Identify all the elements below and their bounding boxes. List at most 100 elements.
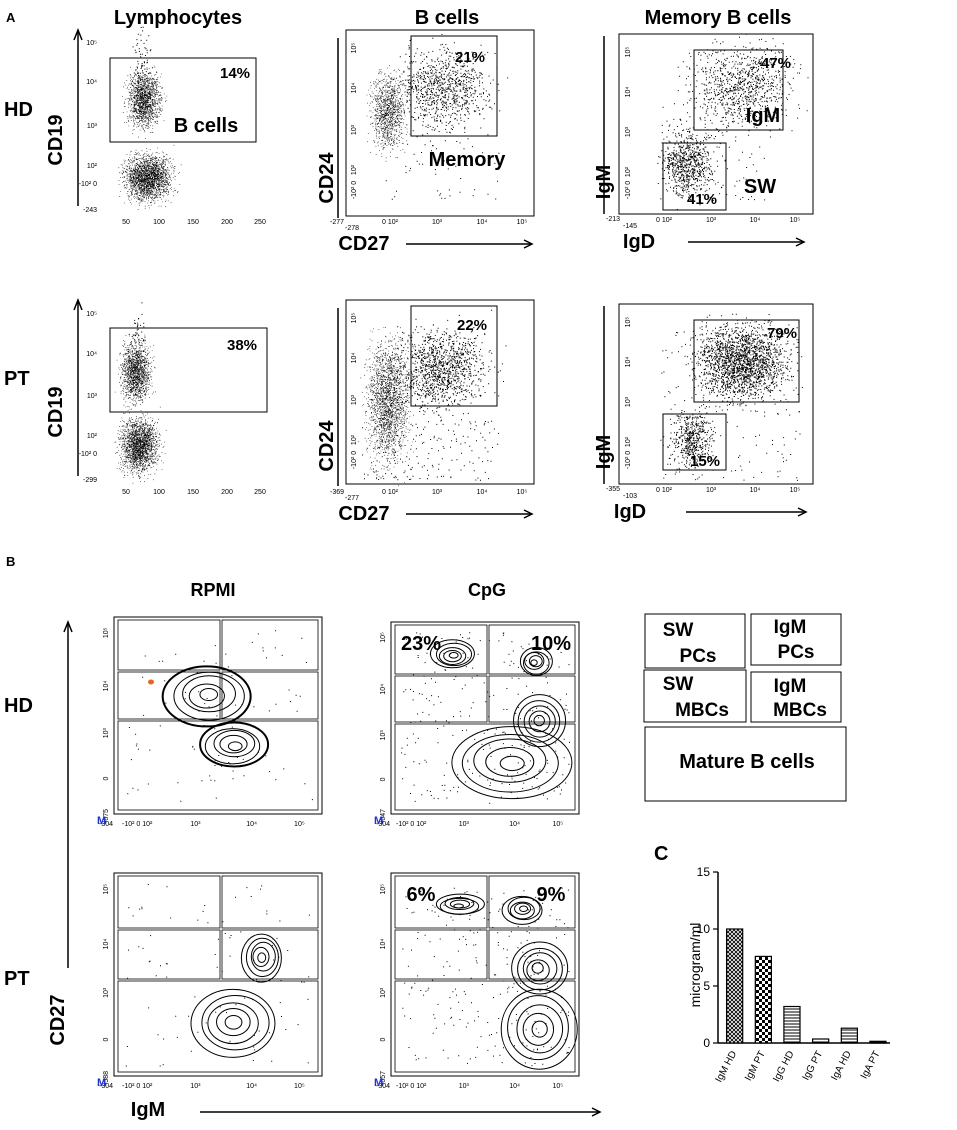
col-title-rpmi: RPMI (191, 580, 236, 600)
bar-iga-pt (869, 1040, 887, 1044)
gate-pct-hd-sw: 41% (687, 191, 717, 208)
plot-pt-memory: IgM 10⁵ 10⁴ 10³ 10² -10² 0 -355 -103 0 1… (593, 303, 814, 523)
tick-x-1e5: 10⁵ (790, 217, 801, 224)
corner-marker: M (97, 815, 106, 827)
legend-sw-mbcs-line2: MBCs (675, 700, 729, 721)
axis-label-igd-hd: IgD (623, 231, 655, 253)
tick-x-50: 50 (122, 489, 130, 496)
tick-y-1e2: 10² (625, 166, 632, 177)
tick-x-200: 200 (221, 219, 233, 226)
tick-y-1e4: 10⁴ (86, 351, 97, 358)
tick-x-1e4: 10⁴ (750, 217, 761, 224)
frame-pt-b-cells (345, 299, 535, 485)
tick-x-1e3: 10³ (706, 487, 717, 494)
corner-marker: M (374, 1077, 383, 1089)
tick-y-min: -588 (103, 1071, 110, 1085)
col-title-memory-b-cells: Memory B cells (645, 7, 792, 29)
axis-label-cd27-pt: CD27 (338, 503, 389, 525)
legend-igm-mbcs (750, 671, 842, 723)
legend-sw-pcs (644, 613, 746, 669)
chart-y-label: microgram/ml (687, 923, 703, 1008)
tick-x-label: -304 (99, 821, 113, 828)
tick-y-zero: -10² 0 (79, 451, 97, 458)
legend-sw-pcs-line2: PCs (680, 646, 717, 667)
tick-x-1e4: 10⁴ (477, 219, 488, 226)
tick-y-1e2: 10² (87, 433, 98, 440)
row-label-hd-b: HD (4, 695, 33, 717)
tick-x-min: -278 (345, 225, 359, 232)
bar-chart: microgram/ml 0 5 10 15 IgM HD IgM PT IgG HD IgG… (687, 865, 890, 1084)
dots-pt-memory (660, 313, 803, 481)
tick-x-label: 10⁵ (552, 1083, 563, 1090)
tick-y-1e3: 10³ (87, 123, 98, 130)
tick-y-1e3: 10³ (87, 393, 98, 400)
gate-label-igm: IgM (746, 105, 780, 127)
legend-igm-mbcs-line1: IgM (774, 676, 807, 697)
corner-marker: M (97, 1077, 106, 1089)
tick-y-zero: -10² 0 (351, 181, 358, 199)
tick-x-min: -103 (623, 493, 637, 500)
gate-pct-hd-bcell: 21% (455, 49, 485, 66)
tick-y-1e4: 10⁴ (351, 83, 358, 94)
plot-hd-b-cells: CD24 10⁵ 10⁴ 10³ 10² -10² 0 -277 -278 0 … (316, 29, 535, 255)
tick-y-min: -299 (83, 477, 97, 484)
dots-pt-lymphocytes (114, 302, 167, 484)
panel-label-b: B (6, 554, 15, 569)
tick-x-label: 10⁵ (294, 821, 305, 828)
x-axis-label-igm: IgM (131, 1099, 165, 1121)
legend-sw-mbcs (643, 669, 747, 723)
tick-x-250: 250 (254, 489, 266, 496)
tick-x-label: 10⁵ (294, 1083, 305, 1090)
tick-y-1e3: 10³ (625, 396, 632, 407)
tick-x-label: 10³ (190, 1083, 201, 1090)
gate-memory-pt (410, 305, 498, 407)
tick-y-1e5: 10⁵ (86, 40, 97, 47)
bar-category-label: IgG HD (771, 1049, 796, 1084)
tick-x-1e3: 10³ (432, 489, 443, 496)
tick-x-label: -10² 0 10² (396, 1083, 427, 1090)
bar-category-label: IgA HD (829, 1049, 854, 1082)
tick-y-label: 10³ (103, 987, 110, 998)
gate-b-cells-hd (109, 57, 257, 143)
legend-igm-pcs (750, 613, 842, 666)
tick-y-label: 0 (103, 1037, 110, 1041)
axis-label-igm-pt: IgM (593, 435, 615, 469)
tick-y-1e4: 10⁴ (625, 357, 632, 368)
gate-pct-igm-pcs: 10% (531, 633, 571, 655)
tick-y-zero: -10² 0 (351, 451, 358, 469)
axis-label-cd27-hd: CD27 (338, 233, 389, 255)
tick-y-1e3: 10³ (625, 126, 632, 137)
tick-x-min: -145 (623, 223, 637, 230)
gate-pct-hd-igm: 47% (761, 55, 791, 72)
tick-y-label: 10⁵ (103, 627, 110, 638)
gate-memory-hd (410, 35, 498, 137)
legend-sw-pcs-line1: SW (663, 620, 694, 641)
bar-category-label: IgM PT (743, 1049, 768, 1083)
col-title-lymphocytes: Lymphocytes (114, 7, 242, 29)
plot-hd-memory: IgM 10⁵ 10⁴ 10³ 10² -10² 0 -213 -145 0 1… (593, 33, 814, 253)
gate-sw-pt (662, 413, 727, 471)
plot-pt-lymphocytes: CD19 10⁵ 10⁴ 10³ 10² -10² 0 -299 50 100 … (45, 297, 268, 496)
tick-x-0: 0 10² (382, 489, 399, 496)
tick-y-label: 10³ (380, 987, 387, 998)
col-title-b-cells: B cells (415, 7, 479, 29)
tick-y-zero: -10² 0 (79, 181, 97, 188)
legend-igm-pcs-line1: IgM (774, 617, 807, 638)
bar-category-label: IgA PT (859, 1049, 883, 1081)
gate-sw-hd (662, 142, 727, 211)
gate-igm-hd (693, 49, 784, 131)
frame-pt-memory (618, 303, 814, 485)
tick-y-min: -355 (606, 486, 620, 493)
tick-y-label: 0 (380, 1037, 387, 1041)
tick-y-1e4: 10⁴ (86, 79, 97, 86)
frame-hd-memory (618, 33, 814, 215)
tick-x-1e5: 10⁵ (517, 489, 528, 496)
gate-pct-sw-pcs: 23% (401, 633, 441, 655)
legend-igm-mbcs-line2: MBCs (773, 700, 827, 721)
chart-y-tick-label: 0 (703, 1036, 710, 1050)
